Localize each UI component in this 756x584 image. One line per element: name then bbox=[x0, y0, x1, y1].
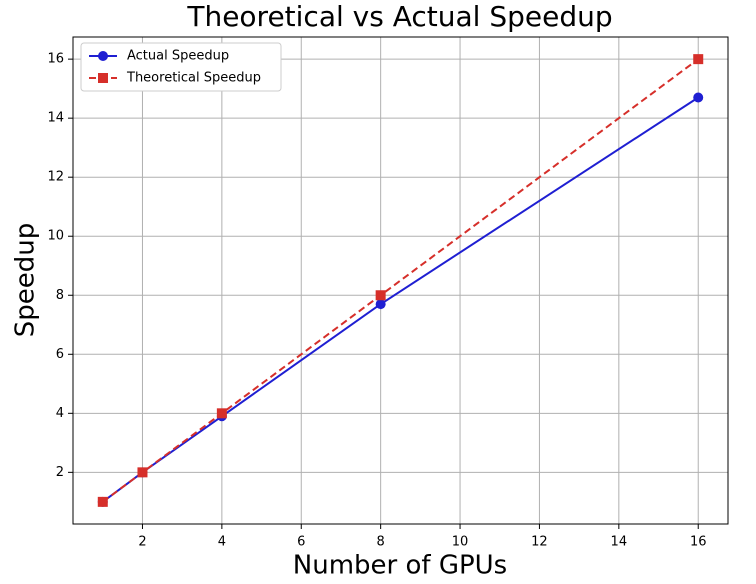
x-tick-label: 12 bbox=[531, 535, 548, 550]
y-tick-label: 10 bbox=[47, 229, 64, 244]
y-tick-label: 16 bbox=[47, 52, 64, 67]
marker bbox=[375, 290, 386, 301]
y-tick-label: 6 bbox=[56, 347, 64, 362]
series-line bbox=[102, 96, 699, 503]
legend-label: Theoretical Speedup bbox=[126, 71, 261, 86]
x-axis-label: Number of GPUs bbox=[293, 551, 507, 581]
marker bbox=[375, 299, 386, 310]
x-tick-label: 10 bbox=[452, 535, 469, 550]
marker bbox=[137, 467, 148, 478]
plot-frame bbox=[72, 36, 729, 525]
y-tick-label: 2 bbox=[56, 465, 64, 480]
x-tick-label: 16 bbox=[690, 535, 707, 550]
legend-marker bbox=[98, 73, 108, 83]
legend-label: Actual Speedup bbox=[127, 49, 229, 64]
series-line bbox=[102, 58, 699, 503]
y-tick-label: 8 bbox=[56, 288, 64, 303]
legend-box bbox=[80, 42, 282, 92]
y-tick-label: 12 bbox=[47, 170, 64, 185]
marker bbox=[216, 408, 227, 419]
chart-title: Theoretical vs Actual Speedup bbox=[186, 0, 612, 33]
x-tick-label: 6 bbox=[297, 535, 305, 550]
y-axis-label: Speedup bbox=[11, 223, 41, 338]
x-tick-label: 14 bbox=[611, 535, 628, 550]
x-tick-label: 4 bbox=[218, 535, 226, 550]
y-tick-label: 4 bbox=[56, 406, 64, 421]
marker bbox=[693, 54, 704, 65]
marker bbox=[97, 496, 108, 507]
x-tick-label: 2 bbox=[138, 535, 146, 550]
legend: Actual Speedup Theoretical Speedup bbox=[80, 42, 282, 92]
x-tick-label: 8 bbox=[377, 535, 385, 550]
legend-marker bbox=[98, 51, 108, 61]
y-tick-label: 14 bbox=[47, 111, 64, 126]
marker bbox=[693, 92, 704, 103]
